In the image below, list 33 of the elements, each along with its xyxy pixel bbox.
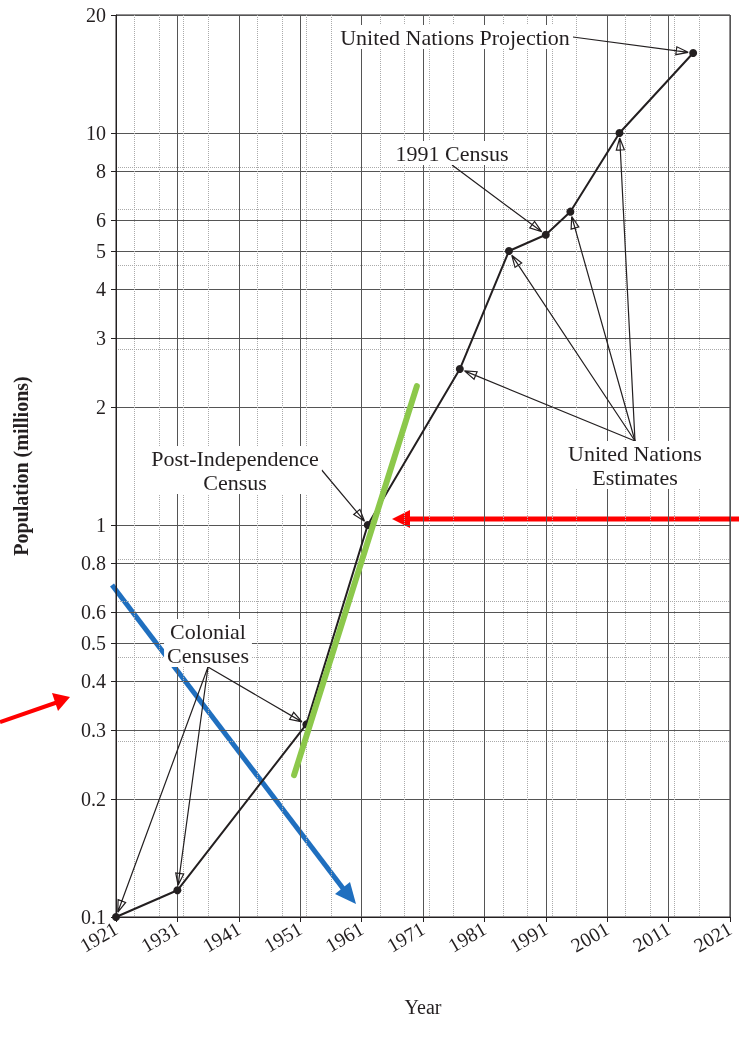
x-tick-label: 2011 bbox=[629, 917, 675, 957]
y-tick-label: 10 bbox=[86, 122, 106, 144]
y-tick-label: 6 bbox=[96, 208, 106, 231]
annotation: United Nations Projection bbox=[340, 24, 570, 50]
x-tick-label: 1981 bbox=[444, 917, 490, 957]
y-tick-label: 2 bbox=[96, 396, 106, 418]
y-tick-label: 5 bbox=[96, 240, 106, 263]
y-tick-label: 3 bbox=[96, 326, 106, 349]
y-tick-label: 0.8 bbox=[81, 551, 106, 574]
annotation: Post-Independence Census bbox=[151, 445, 319, 495]
x-tick-label: 2001 bbox=[567, 917, 613, 957]
annotation: 1991 Census bbox=[395, 140, 509, 166]
annotation: Colonial Censuses bbox=[167, 618, 249, 668]
x-tick-label: 2021 bbox=[689, 917, 736, 957]
y-tick-label: 0.1 bbox=[81, 906, 106, 928]
y-tick-label: 0.6 bbox=[81, 600, 106, 623]
y-tick-label: 1 bbox=[96, 514, 106, 536]
y-tick-label: 0.3 bbox=[81, 718, 106, 741]
y-tick-label: 0.2 bbox=[81, 788, 106, 810]
y-tick-label: 4 bbox=[96, 278, 106, 300]
y-axis-title: Population (millions) bbox=[10, 376, 33, 556]
x-tick-label: 1941 bbox=[198, 917, 245, 957]
x-tick-label: 1971 bbox=[382, 917, 429, 957]
y-tick-label: 0.4 bbox=[81, 669, 106, 692]
y-tick-label: 20 bbox=[86, 4, 106, 26]
annotation: United Nations Estimates bbox=[568, 440, 702, 490]
x-tick-label: 1931 bbox=[137, 917, 183, 957]
y-tick-label: 8 bbox=[96, 159, 106, 182]
x-axis-title: Year bbox=[404, 996, 442, 1018]
y-tick-label: 0.5 bbox=[81, 632, 106, 654]
x-tick-label: 1991 bbox=[505, 917, 552, 957]
x-tick-label: 1961 bbox=[321, 917, 368, 957]
x-tick-label: 1951 bbox=[260, 917, 306, 957]
